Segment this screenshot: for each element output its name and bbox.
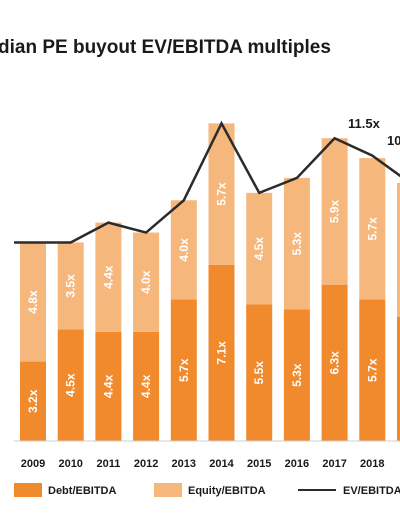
debt-label-2012: 4.4x bbox=[139, 374, 153, 398]
legend-label-ev: EV/EBITDA bbox=[343, 485, 400, 497]
equity-bar-2009 bbox=[20, 242, 46, 362]
x-tick-2014: 2014 bbox=[209, 458, 234, 470]
ev-ebitda-line bbox=[14, 120, 400, 244]
legend: Debt/EBITDA Equity/EBITDA EV/EBITDA bbox=[14, 483, 400, 497]
x-tick-2015: 2015 bbox=[247, 458, 271, 470]
legend-swatch-equity bbox=[154, 483, 182, 497]
equity-bar-2014 bbox=[208, 123, 235, 265]
line-layer bbox=[14, 120, 400, 244]
equity-label-2017: 5.9x bbox=[328, 199, 342, 223]
equity-bar-2015 bbox=[246, 192, 273, 305]
debt-label-2013: 5.7x bbox=[177, 358, 191, 382]
equity-label-2011: 4.4x bbox=[101, 265, 115, 289]
ev-callout-2018: 11.5x bbox=[348, 116, 381, 131]
debt-bar-2018 bbox=[359, 299, 386, 441]
equity-label-2014: 5.7x bbox=[215, 182, 229, 206]
debt-bar-2013 bbox=[170, 299, 197, 441]
debt-label-2009: 3.2x bbox=[26, 389, 40, 413]
debt-bar-2019 bbox=[397, 316, 400, 441]
legend-label-equity: Equity/EBITDA bbox=[188, 485, 266, 497]
equity-bar-2012 bbox=[133, 232, 160, 332]
equity-bar-2016 bbox=[283, 177, 310, 310]
debt-label-2016: 5.3x bbox=[290, 363, 304, 387]
legend-label-debt: Debt/EBITDA bbox=[48, 485, 117, 497]
x-tick-2016: 2016 bbox=[285, 458, 309, 470]
debt-label-2015: 5.5x bbox=[252, 361, 266, 385]
debt-label-2010: 4.5x bbox=[64, 373, 78, 397]
equity-label-2015: 4.5x bbox=[252, 237, 266, 261]
x-tick-2010: 2010 bbox=[58, 458, 82, 470]
equity-label-2016: 5.3x bbox=[290, 232, 304, 256]
equity-bar-2011 bbox=[95, 222, 122, 332]
debt-label-2011: 4.4x bbox=[101, 374, 115, 398]
debt-bar-2010 bbox=[57, 329, 84, 441]
equity-label-2012: 4.0x bbox=[139, 270, 153, 294]
equity-bar-2010 bbox=[57, 242, 84, 330]
debt-label-2017: 6.3x bbox=[328, 351, 342, 375]
equity-bar-2013 bbox=[170, 200, 197, 300]
equity-label-2010: 3.5x bbox=[64, 274, 78, 298]
bars-layer: 3.2x 4.8x 4.5x 3.5x 4.4x 4.4x 4.4x 4.0x 5.7x 4.0x… bbox=[20, 123, 400, 441]
debt-bar-2014 bbox=[208, 264, 235, 441]
annotations: 11.5x 10 bbox=[348, 116, 400, 148]
chart-title: dian PE buyout EV/EBITDA multiples bbox=[0, 37, 331, 58]
equity-bar-2018 bbox=[359, 158, 386, 300]
x-tick-2012: 2012 bbox=[134, 458, 158, 470]
x-tick-2017: 2017 bbox=[322, 458, 346, 470]
debt-bar-2009 bbox=[20, 361, 46, 441]
x-tick-2013: 2013 bbox=[172, 458, 196, 470]
equity-bar-2019 bbox=[397, 182, 400, 317]
debt-bar-2012 bbox=[133, 331, 160, 441]
debt-bar-2016 bbox=[283, 309, 310, 441]
equity-label-2018: 5.7x bbox=[365, 217, 379, 241]
x-tick-2018: 2018 bbox=[360, 458, 384, 470]
equity-label-2013: 4.0x bbox=[177, 238, 191, 262]
ev-callout-2019: 10 bbox=[387, 133, 400, 148]
x-tick-2009: 2009 bbox=[21, 458, 45, 470]
equity-bar-2017 bbox=[321, 138, 348, 285]
legend-swatch-debt bbox=[14, 483, 42, 497]
x-tick-2011: 2011 bbox=[96, 458, 120, 470]
debt-bar-2017 bbox=[321, 284, 348, 441]
debt-bar-2015 bbox=[246, 304, 273, 441]
x-tick-labels: 2009 2010 2011 2012 2013 2014 2015 2016 2017 2018… bbox=[21, 458, 385, 470]
debt-bar-2011 bbox=[95, 331, 122, 441]
debt-label-2018: 5.7x bbox=[365, 358, 379, 382]
debt-label-2014: 7.1x bbox=[215, 341, 229, 365]
equity-label-2009: 4.8x bbox=[26, 290, 40, 314]
